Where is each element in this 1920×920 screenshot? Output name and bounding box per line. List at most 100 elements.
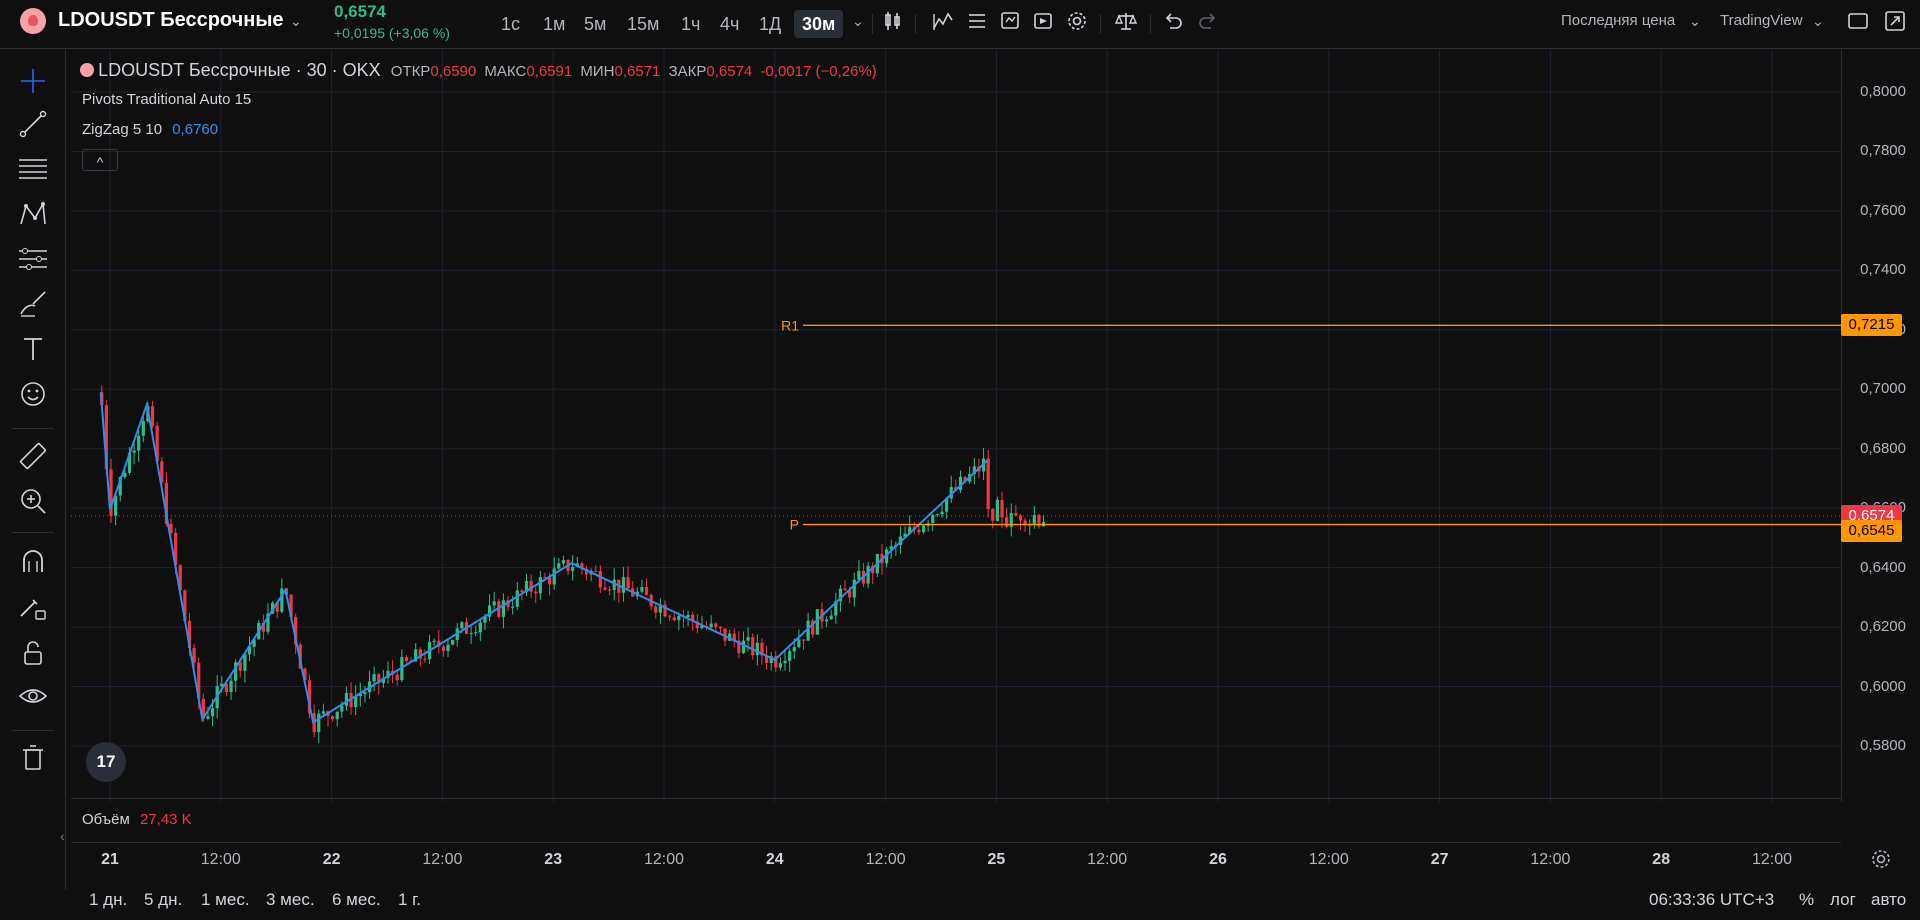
candle-body-down bbox=[963, 476, 967, 482]
replay-icon[interactable] bbox=[1030, 10, 1056, 36]
legend-change-value: -0,0017 (−0,26%) bbox=[760, 63, 877, 80]
indicators-icon[interactable] bbox=[930, 10, 956, 36]
redo-icon[interactable] bbox=[1195, 10, 1221, 36]
candle-body-up bbox=[612, 579, 616, 591]
timeframe-1d[interactable]: 1Д bbox=[759, 14, 782, 34]
candle-body-down bbox=[174, 532, 178, 566]
timeframe-5m[interactable]: 5м bbox=[584, 14, 607, 34]
candle-body-down bbox=[307, 680, 312, 714]
candle-body-up bbox=[335, 711, 339, 720]
timeframe-more-chevron-icon[interactable]: ⌄ bbox=[852, 13, 864, 29]
log-scale-toggle[interactable]: лог bbox=[1830, 890, 1856, 909]
candle-body-down bbox=[109, 469, 113, 516]
trend-line-icon[interactable] bbox=[17, 108, 49, 140]
chart-settings-gear-icon[interactable] bbox=[1870, 848, 1892, 875]
auto-scale-toggle[interactable]: авто bbox=[1871, 890, 1907, 909]
candle-body-up bbox=[511, 606, 515, 608]
compare-scales-icon[interactable] bbox=[1113, 10, 1139, 36]
chevron-down-icon[interactable]: ⌄ bbox=[1812, 13, 1824, 29]
price-type-dropdown[interactable]: Последняя цена bbox=[1561, 12, 1676, 29]
range-1y[interactable]: 1 г. bbox=[398, 890, 422, 909]
timeframe-1s[interactable]: 1с bbox=[501, 14, 521, 34]
time-tick: 23 bbox=[544, 851, 563, 868]
percent-scale-toggle[interactable]: % bbox=[1799, 890, 1815, 909]
time-axis[interactable]: 21 12:00 22 12:00 23 12:00 24 12:00 25 12:00 26 12:… bbox=[71, 842, 1841, 874]
candles-type-icon[interactable] bbox=[880, 10, 906, 36]
undo-icon[interactable] bbox=[1160, 10, 1186, 36]
templates-icon[interactable] bbox=[964, 10, 990, 36]
candle-body-up bbox=[940, 511, 944, 515]
candle-body-down bbox=[917, 529, 921, 533]
candle-body-up bbox=[838, 588, 843, 602]
source-dropdown[interactable]: TradingView bbox=[1720, 12, 1803, 29]
collapse-left-icon[interactable]: ‹ bbox=[60, 828, 65, 844]
candle-body-up bbox=[640, 586, 644, 592]
candle-body-up bbox=[321, 711, 325, 714]
lock-drawings-pen-icon[interactable] bbox=[17, 592, 49, 624]
toolbar-divider bbox=[1100, 14, 1101, 34]
trash-icon[interactable] bbox=[17, 742, 49, 774]
range-3m[interactable]: 3 мес. bbox=[266, 890, 315, 909]
pattern-icon[interactable] bbox=[17, 198, 49, 230]
candle-body-up bbox=[206, 716, 210, 719]
range-1m[interactable]: 1 мес. bbox=[201, 890, 250, 909]
candle-body-down bbox=[626, 577, 630, 589]
candle-body-up bbox=[852, 579, 856, 598]
range-1d[interactable]: 1 дн. bbox=[89, 890, 128, 909]
candle-body-down bbox=[423, 658, 427, 660]
range-6m[interactable]: 6 мес. bbox=[332, 890, 381, 909]
legend-open-label: ОТКР bbox=[390, 63, 431, 80]
candle-body-down bbox=[1014, 513, 1018, 516]
ruler-icon[interactable] bbox=[17, 440, 49, 472]
symbol-search-button[interactable]: LDOUSDT Бессрочные bbox=[58, 9, 284, 31]
zigzag-name: ZigZag 5 10 bbox=[82, 121, 163, 138]
forecast-icon[interactable] bbox=[17, 243, 49, 275]
unlock-icon[interactable] bbox=[17, 637, 49, 669]
alert-icon[interactable] bbox=[997, 10, 1023, 36]
tradingview-logo-icon[interactable]: 17 bbox=[86, 742, 126, 782]
chevron-down-icon[interactable]: ⌄ bbox=[290, 13, 302, 29]
emoji-icon[interactable] bbox=[17, 378, 49, 410]
price-tick: 0,7000 bbox=[1860, 380, 1906, 398]
fib-lines-icon[interactable] bbox=[17, 153, 49, 185]
settings-gear-icon[interactable] bbox=[1064, 10, 1090, 36]
legend-low-label: МИН bbox=[580, 63, 615, 80]
range-5d[interactable]: 5 дн. bbox=[144, 890, 183, 909]
candle-body-up bbox=[474, 632, 478, 634]
timeframe-15m[interactable]: 15м bbox=[627, 14, 660, 34]
candle-body-down bbox=[178, 565, 182, 591]
fullscreen-window-icon[interactable] bbox=[1845, 10, 1871, 36]
volume-legend[interactable]: Объём 27,43 K bbox=[82, 811, 192, 828]
candle-body-up bbox=[728, 633, 732, 641]
collapse-legend-button[interactable]: ^ bbox=[82, 149, 118, 171]
candle-body-up bbox=[127, 452, 132, 473]
timeframe-1h[interactable]: 1ч bbox=[681, 14, 701, 34]
timeframe-30m-active[interactable]: 30м bbox=[794, 10, 844, 38]
timeframe-1m[interactable]: 1м bbox=[543, 14, 566, 34]
candle-body-up bbox=[252, 639, 256, 647]
price-tick: 0,6400 bbox=[1860, 558, 1906, 576]
candle-body-down bbox=[714, 623, 718, 627]
candle-body-up bbox=[921, 525, 926, 533]
indicator-pivots[interactable]: Pivots Traditional Auto 15 bbox=[82, 91, 252, 108]
price-scale[interactable]: 0,80000,78000,76000,74000,72000,70000,68… bbox=[1841, 50, 1920, 802]
indicator-zigzag[interactable]: ZigZag 5 10 0,6760 bbox=[82, 121, 218, 138]
eye-visibility-icon[interactable] bbox=[17, 680, 49, 712]
crosshair-icon[interactable] bbox=[17, 65, 49, 97]
candle-body-up bbox=[903, 533, 907, 537]
candle-body-up bbox=[677, 616, 681, 621]
clock-timezone[interactable]: 06:33:36 UTC+3 bbox=[1649, 890, 1775, 909]
text-tool-icon[interactable] bbox=[17, 333, 49, 365]
brush-icon[interactable] bbox=[17, 288, 49, 320]
candle-body-down bbox=[261, 622, 265, 632]
chevron-down-icon[interactable]: ⌄ bbox=[1689, 13, 1701, 29]
timeframe-4h[interactable]: 4ч bbox=[720, 14, 740, 34]
zoom-in-icon[interactable] bbox=[17, 485, 49, 517]
magnet-icon[interactable] bbox=[17, 546, 49, 578]
expand-icon[interactable] bbox=[1882, 10, 1908, 36]
legend-symbol[interactable]: LDOUSDT Бессрочные · 30 · OKX bbox=[98, 60, 381, 80]
price-chart[interactable]: R1 P bbox=[71, 50, 1841, 802]
candle-body-down bbox=[672, 617, 676, 621]
price-change: +0,0195 (+3,06 %) bbox=[334, 25, 450, 41]
time-tick: 12:00 bbox=[1530, 851, 1571, 868]
